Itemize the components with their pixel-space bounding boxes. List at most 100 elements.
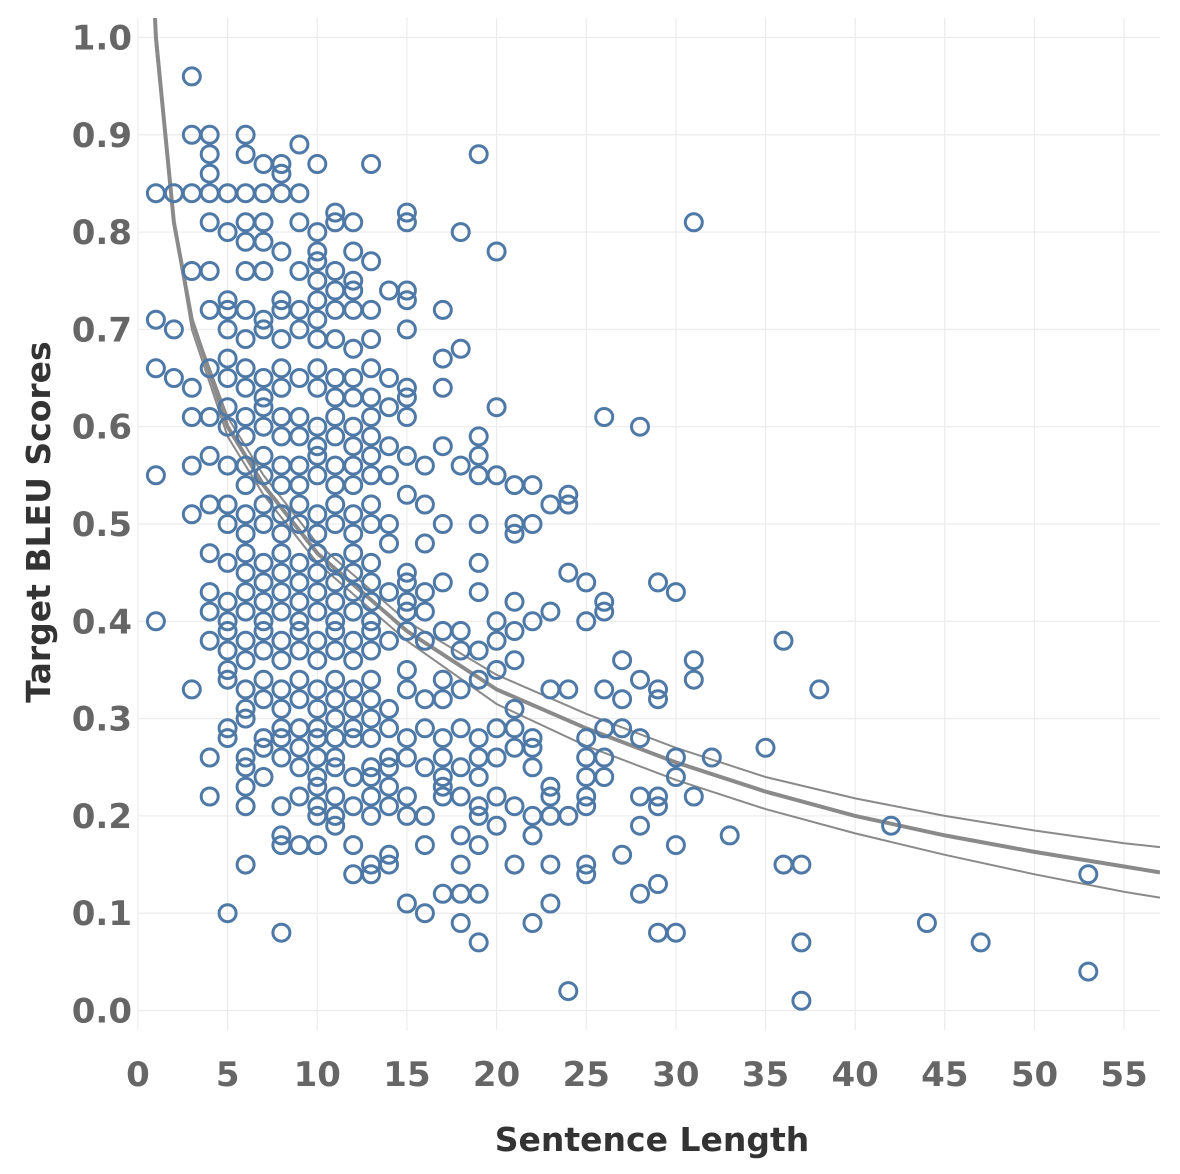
data-point: [361, 767, 382, 787]
data-point: [468, 144, 489, 165]
data-point: [325, 689, 346, 710]
data-point: [450, 854, 471, 875]
data-point: [235, 212, 256, 233]
data-point: [217, 514, 238, 534]
data-point: [468, 883, 489, 904]
data-point: [361, 572, 382, 593]
data-point: [361, 786, 382, 807]
data-point: [271, 543, 292, 564]
data-point: [450, 913, 471, 933]
data-point: [307, 630, 328, 651]
data-point: [307, 251, 328, 272]
data-point: [343, 767, 364, 787]
data-point: [522, 825, 543, 846]
data-point: [504, 523, 525, 544]
x-tick-label: 0: [126, 1055, 150, 1095]
data-point: [665, 835, 686, 856]
data-point: [235, 426, 256, 447]
data-point: [325, 494, 346, 515]
data-point: [522, 757, 543, 778]
data-point: [576, 611, 597, 632]
data-point: [307, 523, 328, 544]
y-axis-ticks: 0.0 0.1 0.2 0.3 0.4 0.5 0.6 0.7 0.8 0.9 1.0: [72, 18, 132, 1031]
data-point: [630, 728, 650, 749]
data-point: [271, 796, 292, 817]
data-point: [379, 630, 399, 651]
x-tick-label: 20: [473, 1055, 520, 1095]
data-point: [145, 465, 166, 486]
data-point: [540, 854, 561, 875]
data-point: [343, 368, 364, 388]
data-point: [343, 864, 364, 885]
x-tick-label: 15: [383, 1055, 430, 1095]
data-point: [235, 475, 256, 496]
data-point: [271, 679, 292, 700]
data-point: [396, 387, 417, 408]
data-point: [343, 436, 364, 457]
data-point: [253, 552, 274, 573]
data-point: [396, 484, 417, 505]
data-point: [271, 358, 292, 379]
data-point: [307, 436, 328, 457]
data-point: [235, 601, 256, 622]
data-point: [307, 309, 328, 330]
data-point: [235, 582, 256, 603]
data-point: [325, 572, 346, 593]
data-point: [343, 601, 364, 622]
data-point: [683, 650, 704, 671]
data-point: [217, 669, 238, 690]
data-point: [1078, 961, 1099, 982]
data-point: [450, 757, 471, 778]
data-point: [217, 416, 238, 437]
data-point: [289, 455, 310, 476]
data-point: [199, 494, 220, 515]
data-point: [199, 543, 220, 564]
data-point: [612, 718, 633, 739]
data-point: [271, 377, 292, 398]
data-point: [235, 562, 256, 583]
data-point: [576, 786, 597, 807]
data-point: [199, 358, 220, 379]
data-point: [199, 747, 220, 768]
y-tick-label: 0.1: [72, 894, 132, 934]
data-point: [235, 329, 256, 350]
data-point: [361, 669, 382, 690]
data-point: [594, 407, 615, 427]
data-point: [289, 514, 310, 534]
data-point: [163, 319, 184, 340]
data-point: [486, 465, 507, 486]
data-point: [648, 922, 668, 943]
data-point: [432, 514, 453, 534]
data-point: [289, 299, 310, 320]
data-point: [450, 455, 471, 476]
data-point: [486, 815, 507, 836]
data-point: [576, 728, 597, 749]
data-point: [253, 611, 274, 632]
data-point: [307, 416, 328, 437]
data-point: [271, 523, 292, 544]
x-tick-label: 10: [294, 1055, 341, 1095]
x-axis-title: Sentence Length: [495, 1120, 810, 1159]
data-point: [181, 407, 202, 427]
data-point: [289, 835, 310, 856]
data-point: [325, 261, 346, 281]
data-point: [235, 455, 256, 476]
data-point: [307, 270, 328, 291]
y-tick-label: 0.7: [72, 310, 132, 350]
data-point: [181, 66, 202, 87]
data-point: [594, 591, 615, 612]
data-point: [253, 154, 274, 174]
data-point: [235, 377, 256, 398]
data-point: [253, 183, 274, 204]
data-point: [773, 854, 794, 875]
data-point: [253, 261, 274, 281]
data-point: [414, 718, 435, 739]
data-point: [181, 183, 202, 204]
data-point: [432, 621, 453, 641]
data-point: [361, 329, 382, 350]
data-point: [181, 679, 202, 700]
data-point: [450, 883, 471, 904]
data-point: [271, 728, 292, 749]
data-point: [271, 504, 292, 525]
